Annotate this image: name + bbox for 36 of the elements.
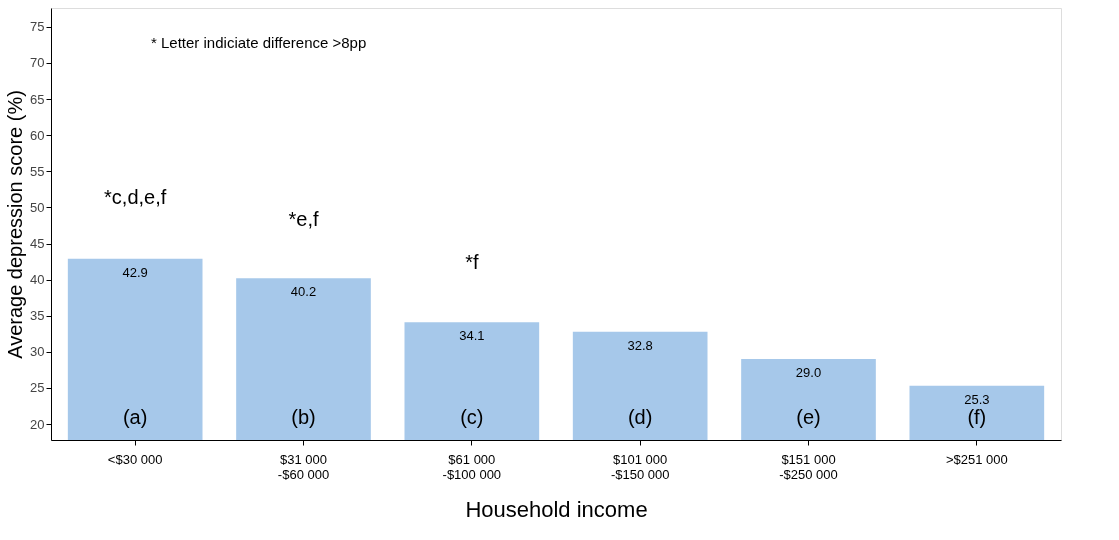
y-tick-label: 65 [30, 91, 45, 107]
data-label: 32.8 [627, 337, 653, 353]
annotation: *c,d,e,f [104, 186, 167, 208]
annotation: (c) [460, 406, 484, 428]
data-label: 25.3 [964, 391, 990, 407]
y-axis-title: Average depression score (%) [4, 90, 27, 359]
data-label: 42.9 [122, 264, 148, 280]
x-axis-title: Household income [465, 496, 648, 522]
y-tick-label: 70 [30, 55, 45, 71]
y-tick-label: 60 [30, 127, 45, 143]
data-label: 40.2 [290, 284, 317, 300]
x-tick-label: $61 000 -$100 000 [442, 451, 502, 482]
y-tick-label: 35 [30, 308, 45, 324]
data-label: 34.1 [459, 328, 485, 344]
annotation: *e,f [288, 208, 319, 230]
y-tick-label: 25 [30, 380, 45, 396]
annotation: (e) [796, 406, 821, 428]
y-tick-label: 20 [30, 416, 45, 432]
y-tick-label: 30 [30, 344, 45, 360]
y-tick-label: 45 [30, 236, 45, 252]
x-tick-label: <$30 000 [107, 451, 163, 467]
x-tick-label: $31 000 -$60 000 [277, 451, 330, 482]
annotation: * Letter indiciate difference >8pp [151, 34, 367, 51]
annotation: (a) [122, 406, 148, 428]
x-tick-label: >$251 000 [945, 451, 1008, 467]
y-tick-label: 40 [30, 272, 45, 288]
annotation: *f [465, 251, 479, 273]
y-tick-label: 50 [30, 199, 45, 215]
annotation: (f) [967, 406, 987, 428]
y-tick-label: 55 [30, 163, 45, 179]
annotation: (d) [627, 406, 653, 428]
x-tick-label: $101 000 -$150 000 [610, 451, 670, 482]
x-tick-label: $151 000 -$250 000 [779, 451, 838, 482]
annotation: (b) [291, 406, 316, 428]
y-tick-label: 75 [30, 19, 45, 35]
data-label: 29.0 [795, 365, 822, 381]
